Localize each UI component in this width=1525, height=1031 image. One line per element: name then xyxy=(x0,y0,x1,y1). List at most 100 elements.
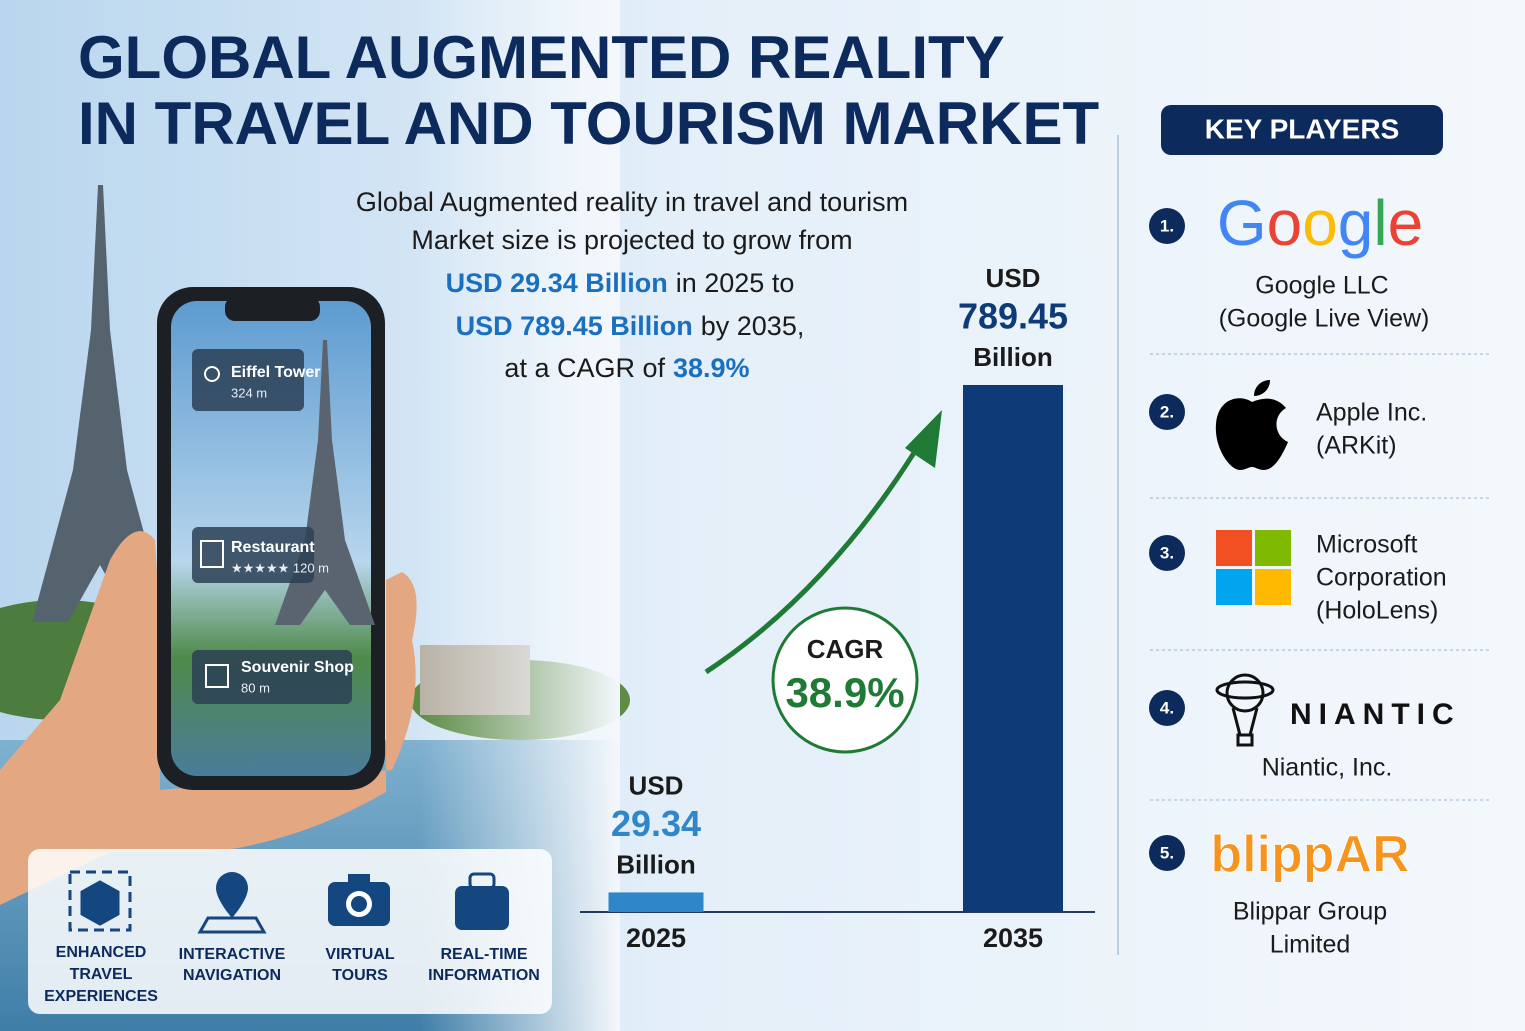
highlight: 38.9% xyxy=(673,353,750,383)
feature-icon xyxy=(68,870,132,932)
logo-text: Google xyxy=(1217,187,1423,259)
decoration xyxy=(68,870,132,932)
player-name: Limited xyxy=(1270,931,1351,959)
logo-letter: G xyxy=(1217,187,1267,259)
microsoft-logo xyxy=(1216,530,1291,605)
x-tick-label: 2025 xyxy=(626,923,686,953)
cagr-label: CAGR xyxy=(807,634,884,664)
decoration xyxy=(192,349,304,411)
feature-label: TOURS xyxy=(332,967,388,984)
phone-tag: Restaurant ★★★★★ 120 m xyxy=(192,527,329,583)
value-label: 789.45 xyxy=(958,296,1068,337)
decoration xyxy=(1225,673,1265,713)
x-tick-label: 2035 xyxy=(983,923,1043,953)
player-name: Blippar Group xyxy=(1233,898,1387,926)
summary-text: by 2035, xyxy=(701,311,805,341)
rank: 5. xyxy=(1160,843,1174,862)
rank-badge xyxy=(1149,208,1185,244)
summary-line: USD 789.45 Billion by 2035, xyxy=(456,311,805,341)
decoration xyxy=(1236,733,1254,747)
tag-detail: 80 m xyxy=(241,680,270,695)
decoration xyxy=(80,880,120,926)
logo-text: blippAR xyxy=(1210,826,1409,884)
player-name: Google LLC xyxy=(1255,272,1388,300)
decoration xyxy=(1215,680,1275,700)
decoration xyxy=(205,664,229,688)
highlight: USD 789.45 Billion xyxy=(456,311,693,341)
title: GLOBAL AUGMENTED REALITY xyxy=(78,24,1005,91)
player-name: Niantic, Inc. xyxy=(1262,754,1393,782)
logo-text: NIANTIC xyxy=(1290,698,1461,731)
hand xyxy=(0,531,417,905)
bar xyxy=(608,892,704,912)
value-prefix: USD xyxy=(986,263,1041,293)
decoration xyxy=(1255,569,1291,605)
eiffel-tower xyxy=(32,185,168,622)
summary-line: Global Augmented reality in travel and t… xyxy=(356,187,908,217)
logo-letter: o xyxy=(1267,187,1303,259)
feature-label: REAL-TIME xyxy=(440,946,527,963)
decoration xyxy=(455,886,509,930)
feature-label: ENHANCED xyxy=(56,944,147,961)
key-players-header: KEY PLAYERS xyxy=(1205,113,1400,144)
logo-letter: o xyxy=(1302,187,1338,259)
tag-name: Eiffel Tower xyxy=(231,364,321,381)
rank: 3. xyxy=(1160,543,1174,562)
logo-letter: l xyxy=(1373,187,1387,259)
decoration xyxy=(204,366,220,382)
summary-line: Market size is projected to grow from xyxy=(411,225,852,255)
player-name: (HoloLens) xyxy=(1316,597,1438,625)
summary-text: in 2025 to xyxy=(676,268,795,298)
decoration xyxy=(1216,569,1252,605)
feature-icon xyxy=(197,872,267,934)
decoration xyxy=(468,872,496,890)
rank-badge xyxy=(1149,394,1185,430)
tag-detail: 324 m xyxy=(231,385,267,400)
apple-logo xyxy=(1215,380,1288,470)
phone-notch xyxy=(225,297,320,321)
title: IN TRAVEL AND TOURISM MARKET xyxy=(78,90,1099,157)
bar xyxy=(963,385,1063,912)
feature-label: NAVIGATION xyxy=(183,967,281,984)
decoration xyxy=(1216,530,1252,566)
player-name: (ARKit) xyxy=(1316,432,1397,460)
feature-icon xyxy=(455,872,509,930)
rank: 1. xyxy=(1160,216,1174,235)
header-pill xyxy=(1161,105,1443,155)
arrow-head xyxy=(905,410,942,468)
tag-name: Souvenir Shop xyxy=(241,659,354,676)
value-prefix: USD xyxy=(629,770,684,800)
cagr-circle xyxy=(771,606,919,754)
player-name: Microsoft xyxy=(1316,531,1417,559)
eiffel-tower-screen xyxy=(275,340,375,625)
feature-icon xyxy=(328,874,390,926)
player-name: Corporation xyxy=(1316,564,1447,592)
rank: 2. xyxy=(1160,402,1174,421)
feature-box xyxy=(28,849,552,1014)
feature-label: INFORMATION xyxy=(428,967,540,984)
growth-arrow xyxy=(704,438,925,675)
decoration xyxy=(1255,530,1291,566)
feature-label: VIRTUAL xyxy=(325,946,395,963)
rank-badge xyxy=(1149,535,1185,571)
cagr-value: 38.9% xyxy=(785,669,904,716)
logo-letter: e xyxy=(1388,187,1424,259)
decoration xyxy=(348,874,370,884)
rank: 4. xyxy=(1160,698,1174,717)
feature-label: EXPERIENCES xyxy=(44,988,158,1005)
feature-label: TRAVEL xyxy=(70,966,133,983)
decoration xyxy=(192,650,352,704)
phone-tag: Eiffel Tower 324 m xyxy=(192,349,321,411)
value-suffix: Billion xyxy=(616,849,695,879)
value-label: 29.34 xyxy=(611,803,701,844)
tag-name: Restaurant xyxy=(231,539,315,556)
player-name: (Google Live View) xyxy=(1219,305,1430,333)
player-name: Apple Inc. xyxy=(1316,399,1427,427)
summary-line: USD 29.34 Billion in 2025 to xyxy=(446,268,795,298)
highlight: USD 29.34 Billion xyxy=(446,268,668,298)
summary-text: at a CAGR of xyxy=(504,353,665,383)
rank-badge xyxy=(1149,835,1185,871)
niantic-logo xyxy=(1215,673,1275,747)
decoration xyxy=(197,916,267,934)
